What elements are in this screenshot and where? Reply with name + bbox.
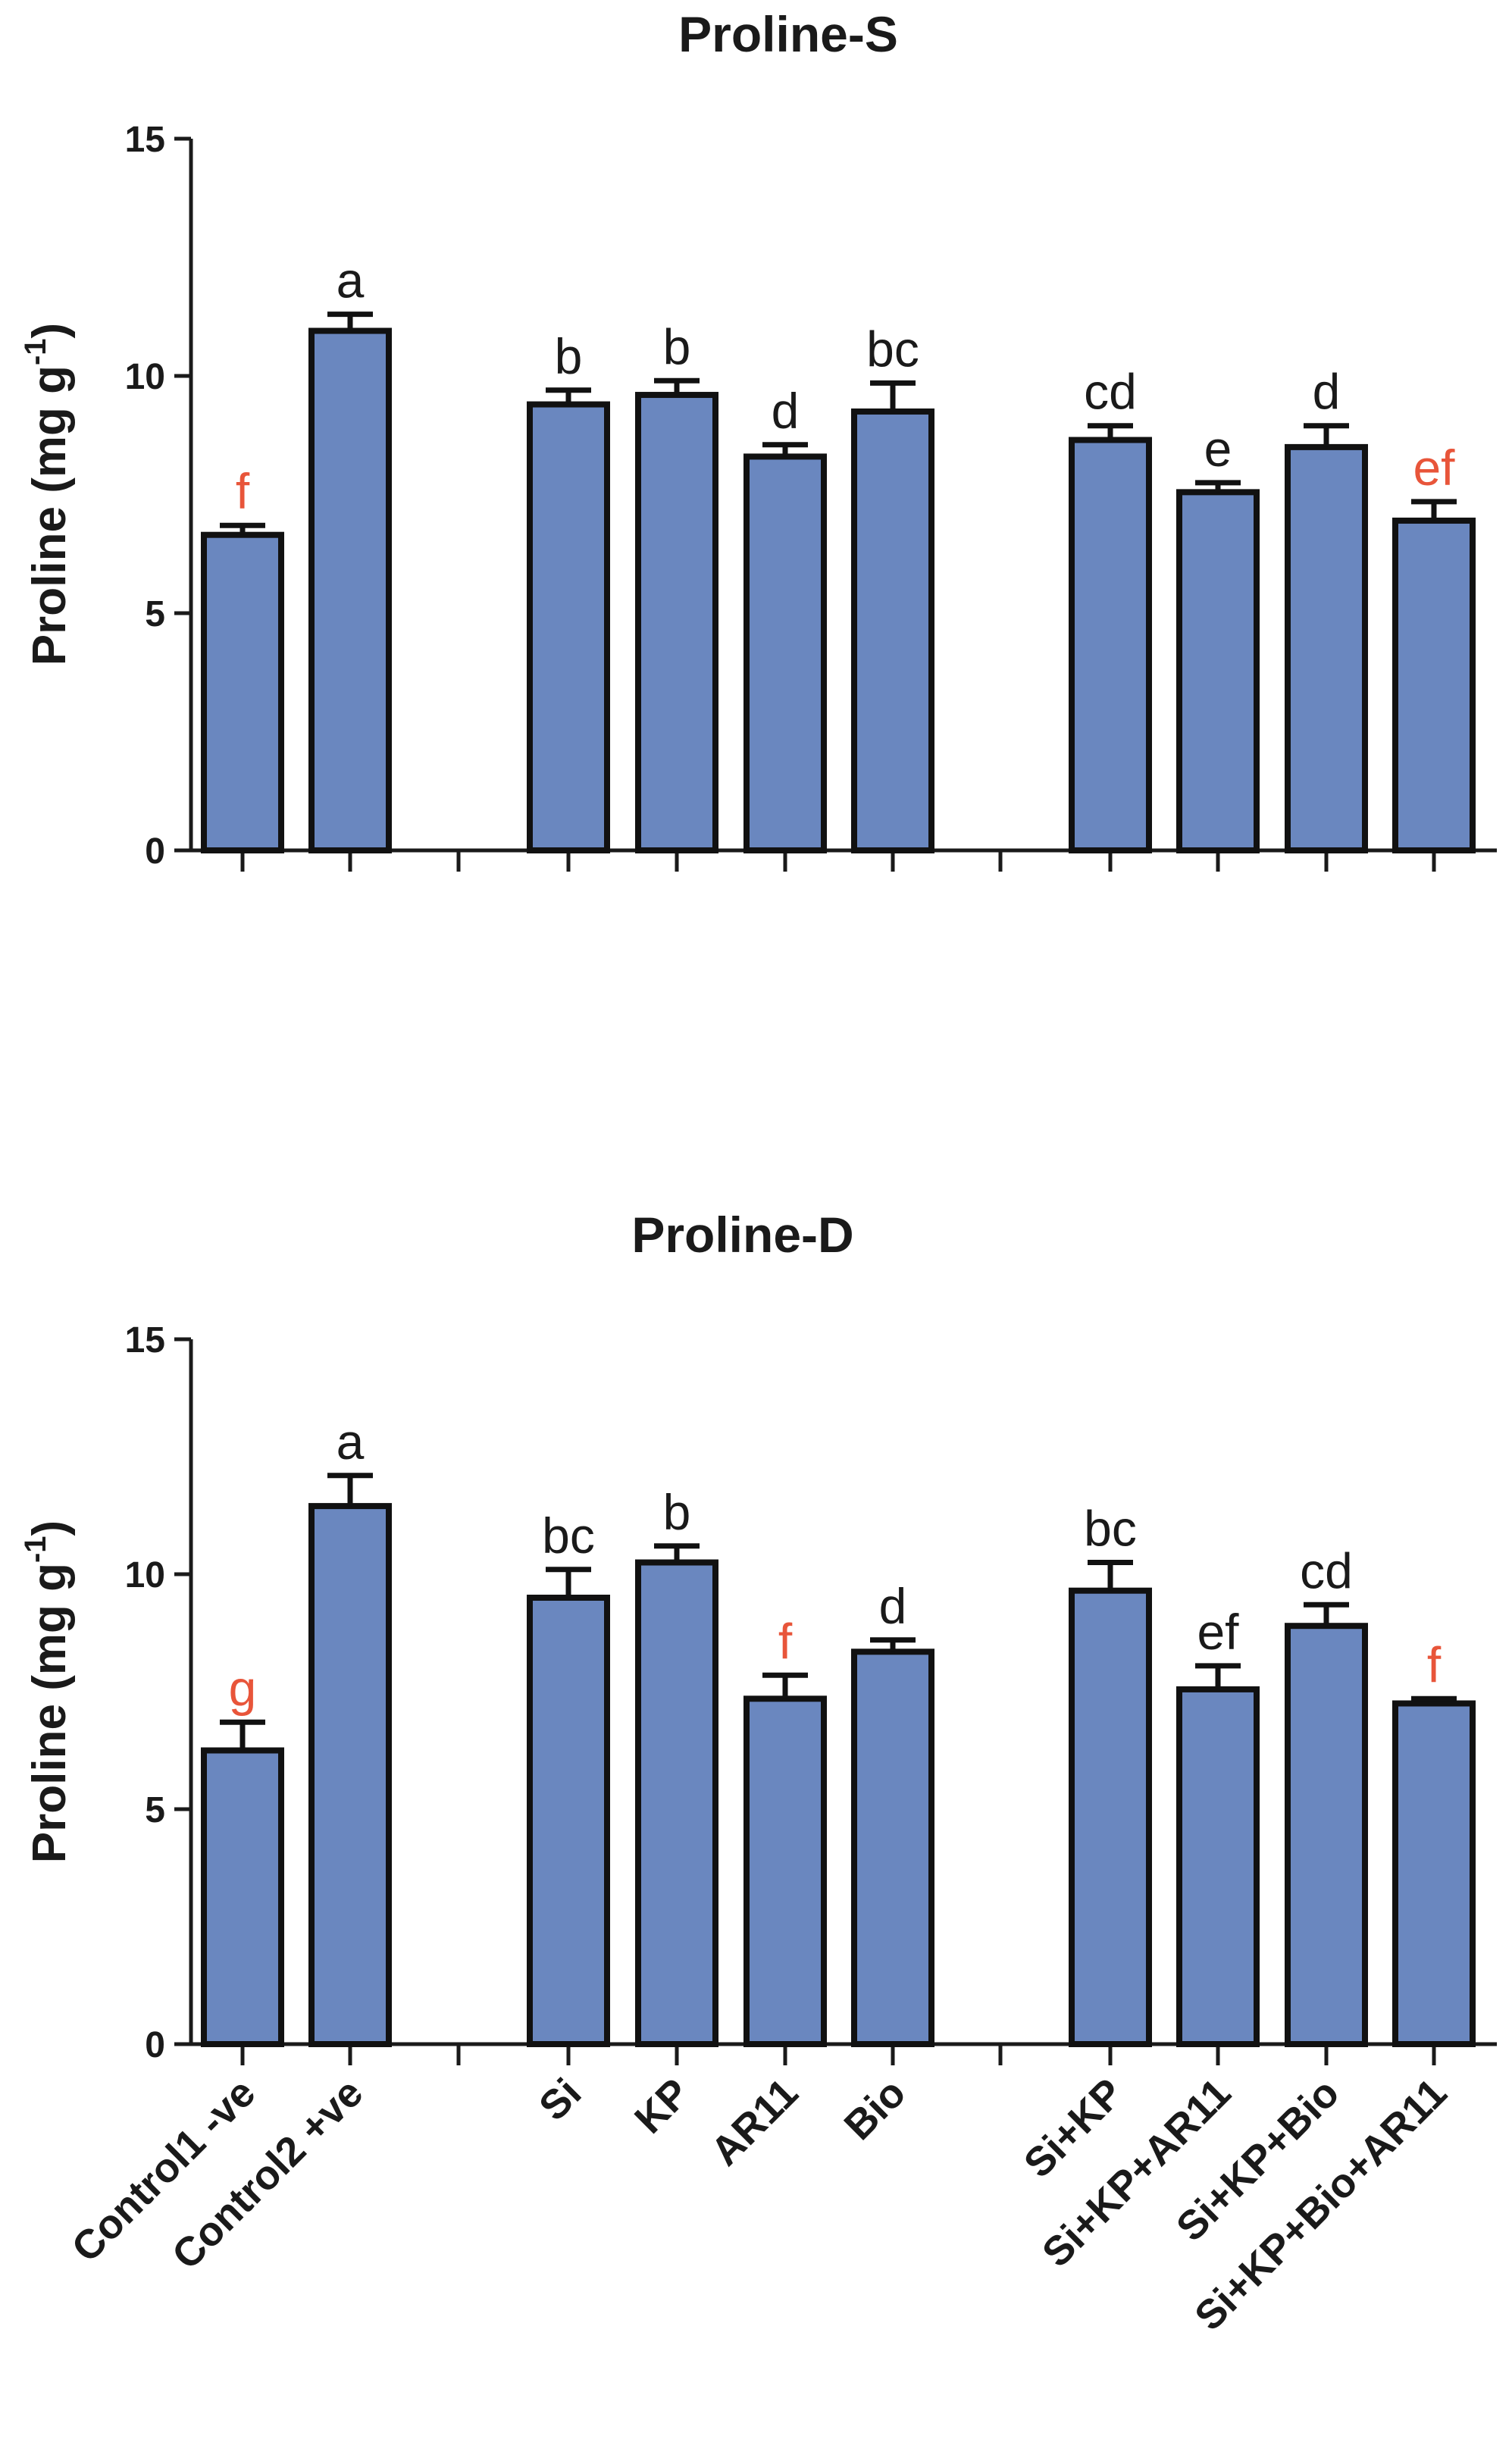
y-tick-label: 5 bbox=[145, 1790, 165, 1830]
bar-si-kp-ar11 bbox=[1176, 489, 1260, 853]
bar-si bbox=[527, 401, 610, 853]
bar-si-kp-bio-ar11 bbox=[1392, 517, 1476, 853]
x-tick-label: Si+KP+AR11 bbox=[1034, 2070, 1240, 2276]
y-tick-label: 15 bbox=[125, 120, 165, 160]
significance-letter: ef bbox=[1413, 440, 1455, 496]
bar-kp bbox=[635, 392, 718, 853]
significance-letter: d bbox=[772, 383, 800, 439]
y-tick-label: 10 bbox=[125, 1555, 165, 1595]
y-tick-label: 5 bbox=[145, 594, 165, 634]
bar-control2-ve bbox=[308, 327, 392, 853]
bar-si-kp-bio-ar11 bbox=[1392, 1700, 1476, 2047]
x-tick-label: AR11 bbox=[703, 2070, 807, 2174]
significance-letter: d bbox=[879, 1578, 907, 1634]
y-axis-label-main: Proline (mg g bbox=[23, 1563, 76, 1863]
significance-letter: bc bbox=[1084, 1501, 1137, 1557]
significance-letter: b bbox=[663, 1484, 691, 1540]
bar-si-kp bbox=[1069, 437, 1152, 853]
significance-letter: e bbox=[1204, 421, 1232, 477]
significance-letter: bc bbox=[542, 1508, 595, 1564]
y-axis-label-close: ) bbox=[23, 1520, 76, 1536]
bar-control1-ve bbox=[201, 531, 284, 854]
chart-proline-d: Proline-D Proline (mg g-1) 0 5 10 15 g a bc b f d bc… bbox=[19, 1207, 1497, 2340]
significance-letter: a bbox=[337, 252, 365, 308]
y-axis-label-main: Proline (mg g bbox=[23, 365, 76, 665]
y-tick-label: 0 bbox=[145, 831, 165, 872]
y-tick-label: 10 bbox=[125, 357, 165, 397]
significance-letter: g bbox=[229, 1660, 257, 1716]
significance-letter: a bbox=[337, 1414, 365, 1470]
bar-si-kp-bio bbox=[1285, 1623, 1368, 2047]
significance-letter: f bbox=[778, 1613, 793, 1669]
x-tick-label: KP bbox=[626, 2070, 698, 2142]
significance-letter: cd bbox=[1300, 1542, 1353, 1598]
bar-si bbox=[527, 1595, 610, 2047]
y-axis-label-close: ) bbox=[23, 323, 76, 339]
bar-bio bbox=[851, 408, 934, 853]
x-tick-label: Control1 -ve bbox=[63, 2070, 264, 2271]
x-tick-label: Control2 +ve bbox=[164, 2070, 372, 2278]
bar-control2-ve bbox=[308, 1503, 392, 2047]
chart-proline-s: Proline-S Proline (mg g-1) 0 5 10 15 f a b b d bc cd… bbox=[19, 6, 1497, 872]
y-tick-label: 15 bbox=[125, 1320, 165, 1360]
chart-title: Proline-D bbox=[631, 1207, 853, 1263]
y-axis-label: Proline (mg g-1) bbox=[19, 1520, 76, 1863]
significance-letter: ef bbox=[1197, 1604, 1239, 1660]
significance-letter: bc bbox=[866, 321, 919, 377]
bar-si-kp-bio bbox=[1285, 443, 1368, 853]
y-axis-label-superscript: -1 bbox=[19, 338, 52, 365]
significance-letter: b bbox=[555, 328, 583, 384]
y-tick-label: 0 bbox=[145, 2025, 165, 2065]
chart-title: Proline-S bbox=[678, 6, 898, 62]
significance-letter: f bbox=[1427, 1636, 1442, 1692]
bar-kp bbox=[635, 1559, 718, 2047]
significance-letter: b bbox=[663, 318, 691, 374]
x-tick-label: Si bbox=[531, 2070, 590, 2130]
bar-si-kp bbox=[1069, 1587, 1152, 2047]
y-axis-label: Proline (mg g-1) bbox=[19, 323, 76, 665]
significance-letter: cd bbox=[1084, 364, 1137, 420]
bar-ar11 bbox=[743, 1695, 827, 2048]
y-axis-label-superscript: -1 bbox=[19, 1536, 52, 1563]
significance-letter: f bbox=[236, 463, 250, 519]
bar-bio bbox=[851, 1648, 934, 2048]
bar-si-kp-ar11 bbox=[1176, 1686, 1260, 2047]
x-tick-label: Bio bbox=[836, 2070, 915, 2149]
bar-control1-ve bbox=[201, 1747, 284, 2047]
bar-ar11 bbox=[743, 453, 827, 853]
significance-letter: d bbox=[1313, 364, 1341, 420]
